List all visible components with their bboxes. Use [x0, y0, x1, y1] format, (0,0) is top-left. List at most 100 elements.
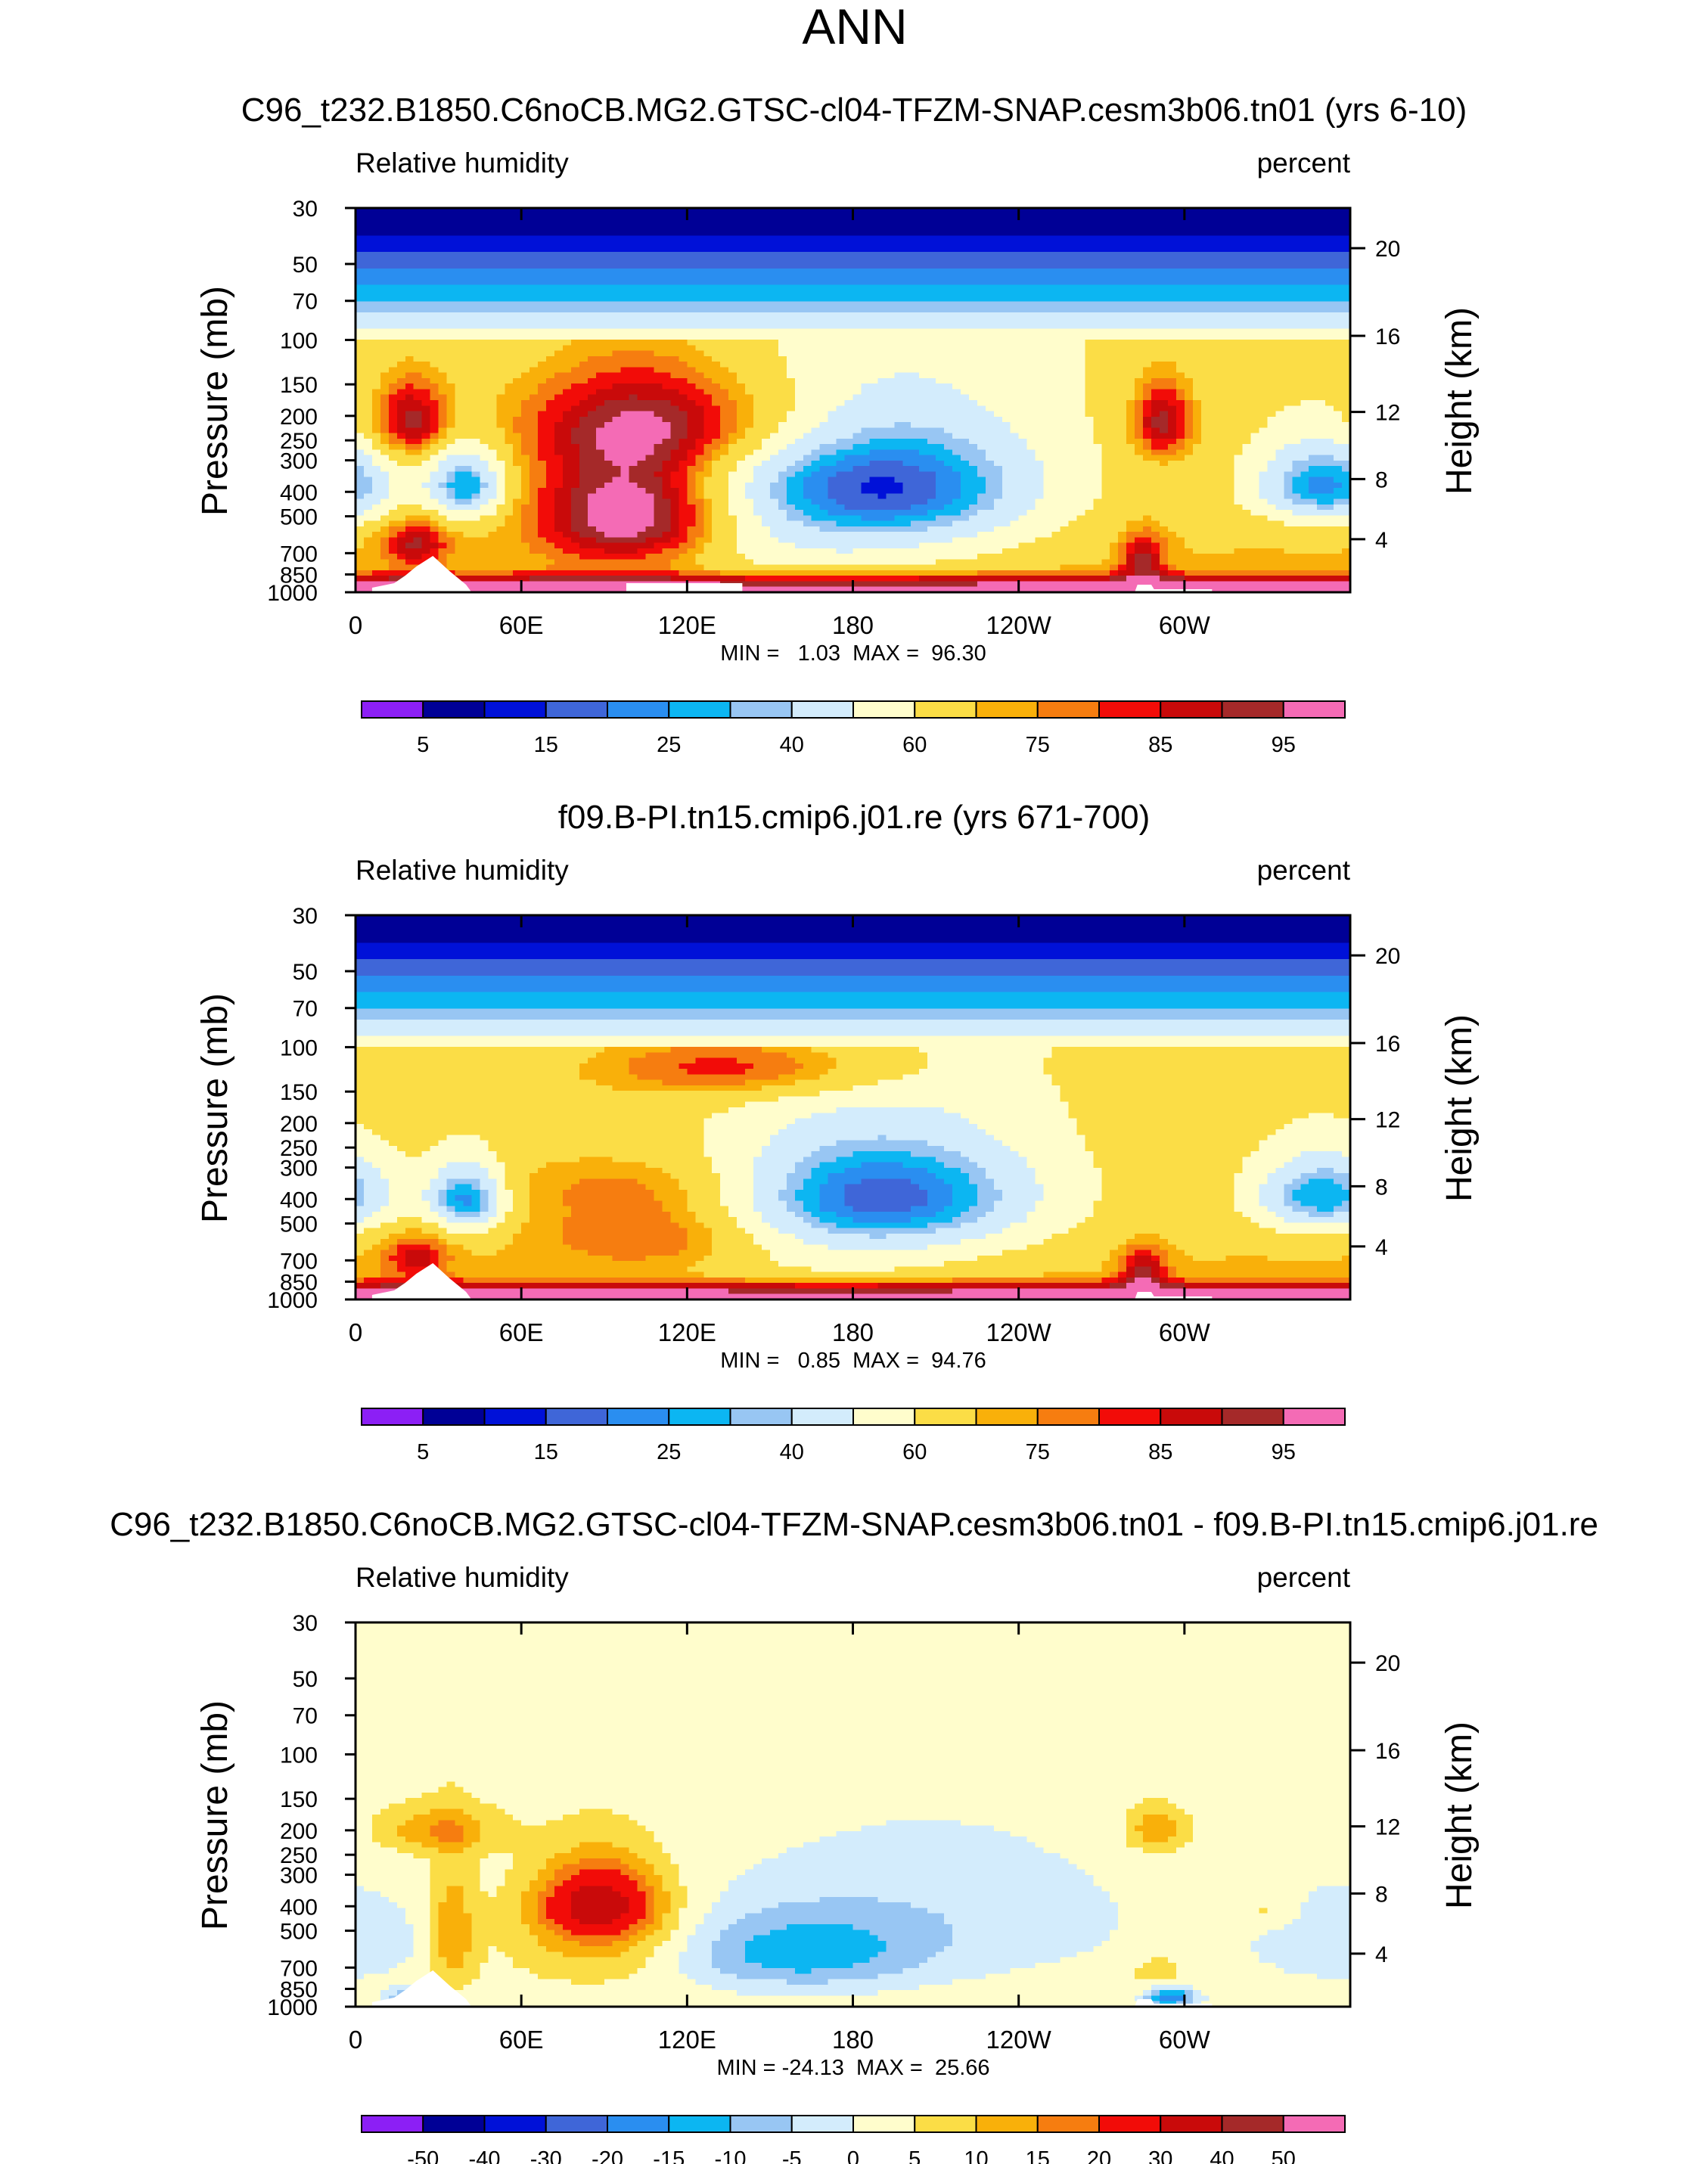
field-cell [961, 219, 970, 225]
field-cell [712, 225, 721, 231]
field-cell [936, 247, 945, 253]
field-cell [936, 252, 945, 258]
field-cell [1143, 252, 1152, 258]
field-cell [1210, 247, 1219, 253]
field-cell [787, 213, 796, 219]
field-cell [745, 312, 754, 318]
field-cell [571, 290, 580, 297]
field-cell [1036, 230, 1045, 236]
field-cell [812, 285, 821, 291]
field-cell [869, 301, 878, 307]
field-cell [397, 312, 406, 318]
field-cell [820, 269, 829, 275]
field-cell [422, 257, 431, 263]
field-cell [538, 312, 547, 318]
field-cell [1234, 290, 1244, 297]
field-cell [894, 263, 903, 269]
field-cell [364, 269, 373, 275]
field-cell [1267, 301, 1276, 307]
field-cell [969, 279, 978, 285]
field-cell [1143, 230, 1152, 236]
field-cell [571, 241, 580, 247]
field-cell [728, 247, 738, 253]
field-cell [1325, 241, 1334, 247]
field-cell [529, 252, 539, 258]
field-cell [1110, 274, 1119, 280]
field-cell [1036, 252, 1045, 258]
field-cell [944, 290, 953, 297]
field-cell [1101, 307, 1110, 313]
field-cell [853, 257, 862, 263]
field-cell [762, 257, 771, 263]
field-cell [737, 296, 746, 302]
field-cell [753, 225, 762, 231]
field-cell [703, 247, 713, 253]
field-cell [422, 285, 431, 291]
field-cell [538, 235, 547, 241]
field-cell [1185, 307, 1194, 313]
field-cell [770, 225, 779, 231]
field-cell [1126, 269, 1135, 275]
field-cell [554, 269, 564, 275]
field-cell [687, 219, 696, 225]
field-cell [1275, 301, 1284, 307]
field-cell [1193, 252, 1202, 258]
field-cell [455, 230, 464, 236]
field-cell [861, 312, 870, 318]
field-cell [372, 252, 381, 258]
field-cell [1226, 247, 1235, 253]
field-cell [1143, 263, 1152, 269]
field-cell [1076, 279, 1085, 285]
field-cell [1292, 274, 1301, 280]
field-cell [1176, 269, 1185, 275]
field-cell [1143, 296, 1152, 302]
field-cell [1176, 263, 1185, 269]
field-cell [1160, 241, 1169, 247]
field-cell [480, 257, 489, 263]
field-cell [364, 307, 373, 313]
field-cell [728, 230, 738, 236]
field-cell [364, 247, 373, 253]
field-cell [1118, 225, 1127, 231]
field-cell [496, 274, 505, 280]
field-cell [1135, 225, 1144, 231]
field-cell [422, 241, 431, 247]
field-cell [430, 257, 439, 263]
field-cell [1044, 269, 1053, 275]
field-cell [496, 269, 505, 275]
field-cell [1036, 296, 1045, 302]
field-cell [372, 247, 381, 253]
field-cell [770, 274, 779, 280]
field-cell [646, 269, 655, 275]
field-cell [662, 235, 671, 241]
field-cell [1151, 269, 1160, 275]
field-cell [513, 301, 522, 307]
field-cell [820, 274, 829, 280]
field-cell [745, 257, 754, 263]
field-cell [952, 263, 961, 269]
field-cell [596, 285, 605, 291]
field-cell [1101, 230, 1110, 236]
field-cell [1201, 213, 1210, 219]
field-cell [1210, 290, 1219, 297]
field-cell [1027, 279, 1036, 285]
field-cell [588, 235, 597, 241]
field-cell [447, 252, 456, 258]
field-cell [463, 235, 472, 241]
field-cell [496, 263, 505, 269]
field-cell [1019, 219, 1028, 225]
field-cell [886, 235, 895, 241]
field-cell [389, 285, 398, 291]
field-cell [1243, 269, 1252, 275]
field-cell [356, 301, 365, 307]
field-cell [1143, 235, 1152, 241]
field-cell [861, 257, 870, 263]
field-cell [521, 301, 530, 307]
field-cell [820, 307, 829, 313]
field-cell [1284, 301, 1293, 307]
field-cell [1118, 269, 1127, 275]
field-cell [414, 235, 423, 241]
field-cell [1093, 296, 1102, 302]
field-cell [538, 257, 547, 263]
field-cell [919, 241, 928, 247]
